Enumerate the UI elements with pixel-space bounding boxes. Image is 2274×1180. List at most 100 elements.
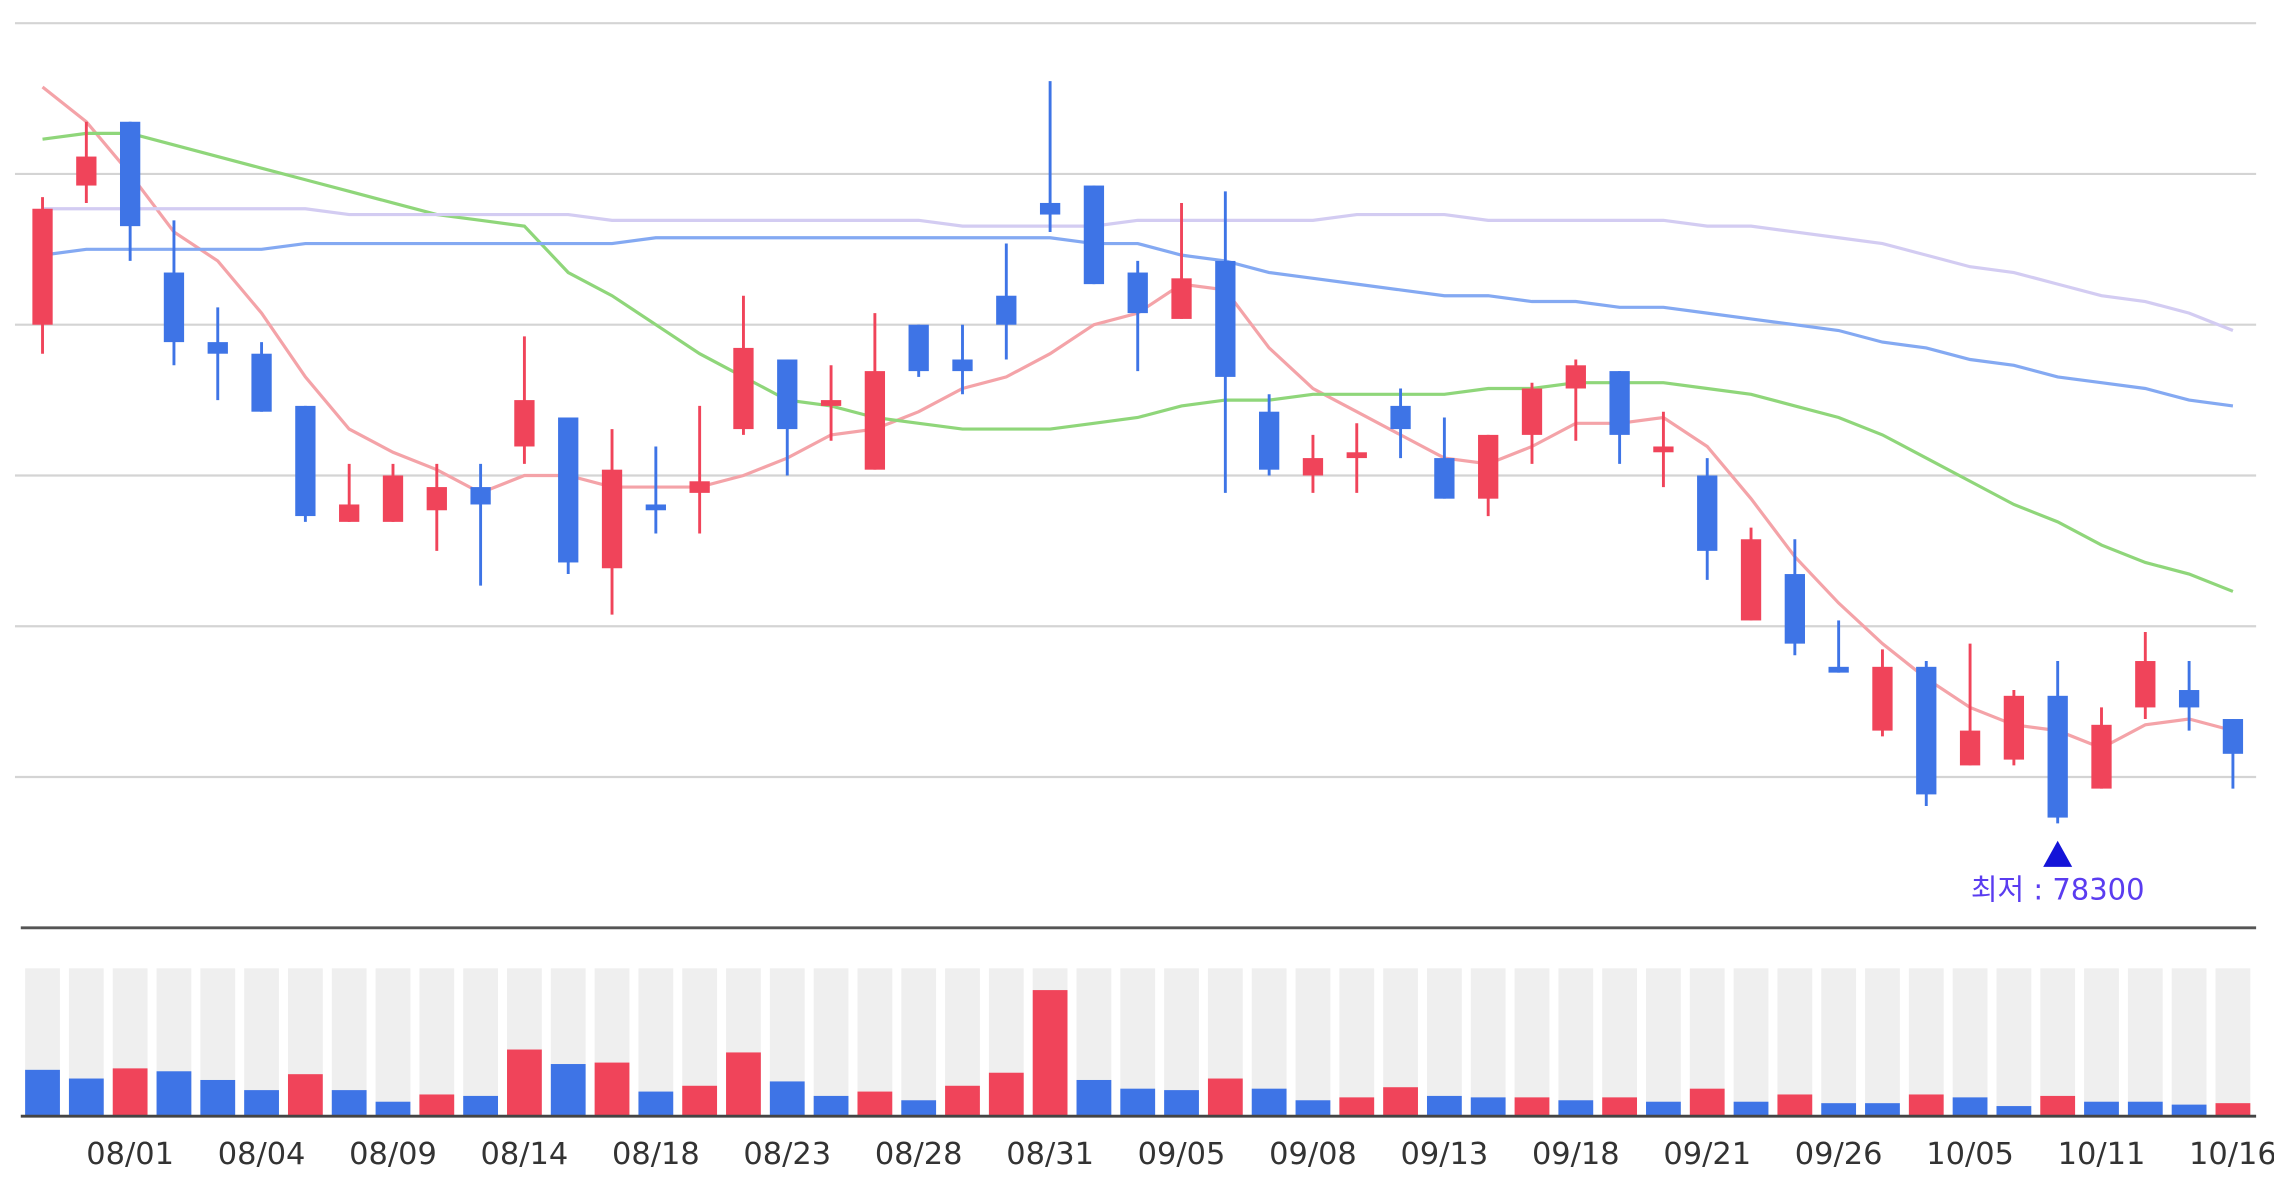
volume-bar <box>2040 1095 2076 1117</box>
candle-body <box>1478 434 1499 499</box>
volume-background <box>375 968 411 1117</box>
x-tick-label: 09/21 <box>1663 1137 1751 1172</box>
candle-body <box>207 342 228 354</box>
volume-bar <box>1865 1103 1900 1117</box>
candle-body <box>2135 661 2156 708</box>
x-tick-label: 09/08 <box>1269 1137 1357 1172</box>
volume-bar <box>988 1072 1024 1117</box>
volume-bar <box>112 1068 148 1117</box>
candle-body <box>908 324 929 372</box>
candle-body <box>1784 574 1805 644</box>
volume-background <box>1602 968 1638 1117</box>
volume-bar <box>463 1095 499 1117</box>
volume-bar <box>1777 1094 1813 1117</box>
volume-background <box>1295 968 1331 1117</box>
volume-background <box>1426 968 1462 1117</box>
volume-background <box>1996 968 2032 1117</box>
x-tick-label: 09/18 <box>1532 1137 1620 1172</box>
candle-body <box>119 121 141 227</box>
volume-bar <box>25 1069 60 1117</box>
candle-body <box>32 208 53 325</box>
x-tick-label: 08/31 <box>1006 1137 1094 1172</box>
volume-bar <box>331 1090 367 1117</box>
candle-body <box>689 481 710 493</box>
volume-bar <box>68 1078 104 1117</box>
volume-bar <box>1032 990 1068 1117</box>
volume-background <box>1339 968 1375 1117</box>
volume-background <box>813 968 849 1117</box>
candle-body <box>1521 388 1543 435</box>
volume-bar <box>638 1091 674 1117</box>
volume-background <box>1865 968 1900 1117</box>
volume-background <box>463 968 499 1117</box>
x-tick-label: 08/01 <box>86 1137 174 1172</box>
candle-body <box>251 353 272 412</box>
volume-background <box>2215 968 2251 1117</box>
candle-body <box>1127 272 1148 314</box>
candle-body <box>1215 260 1236 377</box>
x-tick-label: 08/04 <box>218 1137 306 1172</box>
candle-body <box>382 475 404 522</box>
candle-body <box>2003 695 2025 760</box>
volume-bar <box>857 1091 893 1117</box>
x-tick-label: 08/18 <box>612 1137 700 1172</box>
x-tick-label: 08/09 <box>349 1137 437 1172</box>
volume-background <box>2084 968 2119 1117</box>
volume-bar <box>1076 1079 1112 1117</box>
volume-background <box>2127 968 2163 1117</box>
candle-body <box>1872 666 1893 731</box>
candle-body <box>1302 458 1324 476</box>
x-tick-label: 10/16 <box>2189 1137 2274 1172</box>
moving-average-line <box>42 236 2234 408</box>
x-tick-label: 10/05 <box>1926 1137 2014 1172</box>
candle-body <box>163 272 185 343</box>
x-tick-label: 09/05 <box>1138 1137 1226 1172</box>
x-tick-label: 09/13 <box>1401 1137 1489 1172</box>
volume-bar <box>1295 1100 1331 1117</box>
volume-bar <box>1646 1101 1681 1117</box>
x-tick-label: 08/28 <box>875 1137 963 1172</box>
candle-body <box>1916 666 1937 795</box>
volume-background <box>419 968 455 1117</box>
volume-bar <box>244 1090 279 1117</box>
volume-bar <box>2171 1104 2207 1117</box>
candle-body <box>1434 458 1455 499</box>
candle-body <box>558 417 579 563</box>
volume-bar <box>1514 1097 1550 1117</box>
candle-body <box>1039 202 1061 215</box>
candle-body <box>2222 719 2244 754</box>
candle-body <box>295 405 316 517</box>
volume-bar <box>2127 1101 2163 1117</box>
volume-bar <box>726 1052 761 1117</box>
candle-body <box>601 469 623 569</box>
volume-bar <box>1733 1101 1769 1117</box>
candle-body <box>1346 452 1367 459</box>
volume-bar <box>1689 1088 1725 1117</box>
x-tick-label: 10/11 <box>2058 1137 2146 1172</box>
candle-body <box>1390 405 1411 430</box>
candle-body <box>1171 278 1192 319</box>
low-marker <box>2043 840 2073 867</box>
volume-background <box>2040 968 2076 1117</box>
candle-body <box>426 487 447 511</box>
candle-body <box>1259 411 1280 470</box>
volume-bar <box>901 1100 937 1117</box>
candle-body <box>76 156 97 186</box>
volume-bar <box>1908 1094 1944 1117</box>
volume-panel <box>25 968 2251 1117</box>
candle-body <box>1828 666 1849 673</box>
candle-body <box>864 371 886 470</box>
moving-average-line <box>42 207 2234 332</box>
volume-bar <box>375 1101 411 1117</box>
candle-body <box>1083 185 1105 285</box>
candle-body <box>645 504 666 511</box>
x-tick-label: 08/14 <box>481 1137 569 1172</box>
volume-background <box>1646 968 1681 1117</box>
moving-average-line <box>42 131 2234 593</box>
candle-body <box>777 359 798 430</box>
volume-bar <box>1383 1087 1418 1117</box>
volume-background <box>1952 968 1988 1117</box>
candle-body <box>996 295 1017 325</box>
candle-body <box>2047 695 2068 818</box>
